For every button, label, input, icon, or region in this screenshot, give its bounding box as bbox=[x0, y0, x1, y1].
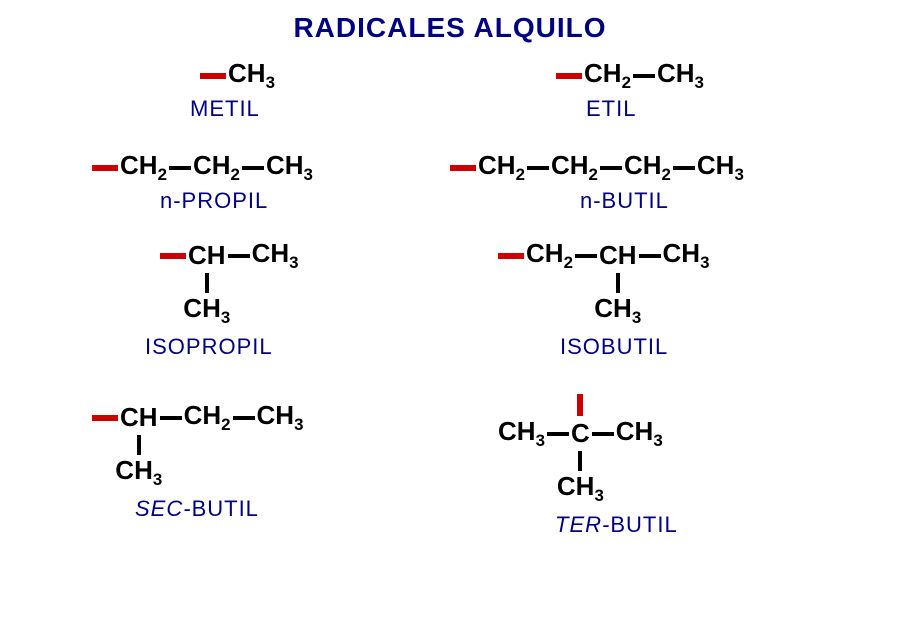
label-name: n-BUTIL bbox=[580, 188, 669, 213]
radical-label: ISOPROPIL bbox=[145, 334, 273, 360]
formula: CH2 CH2 CH2 CH3 bbox=[450, 150, 744, 185]
bond-icon bbox=[527, 166, 549, 170]
formula: CH3CCH3CH3 bbox=[498, 416, 663, 451]
label-prefix: TER- bbox=[555, 512, 610, 537]
group: CH3 bbox=[616, 416, 663, 446]
label-name: ETIL bbox=[586, 96, 636, 121]
radical-label: ISOBUTIL bbox=[560, 334, 668, 360]
group: CH bbox=[188, 240, 226, 270]
group: CH3 bbox=[697, 150, 744, 180]
group: CH2 bbox=[551, 150, 598, 180]
label-prefix: SEC- bbox=[135, 496, 192, 521]
bond-icon bbox=[547, 432, 569, 436]
bond-icon bbox=[205, 273, 209, 293]
radical-bond-icon bbox=[92, 415, 118, 421]
group: CH bbox=[599, 240, 637, 270]
group: CH2 bbox=[624, 150, 671, 180]
branch-group: CH3 bbox=[557, 471, 604, 506]
bond-icon bbox=[137, 435, 141, 455]
branch-group: CH3 bbox=[594, 293, 641, 328]
formula: CH3 bbox=[200, 58, 275, 93]
bond-icon bbox=[575, 254, 597, 258]
bond-icon bbox=[242, 166, 264, 170]
group: CH bbox=[120, 402, 158, 432]
radical-isobutil: CH2CHCH3CH3 bbox=[498, 238, 710, 273]
group: CH2 bbox=[526, 238, 573, 268]
radical-bond-icon bbox=[92, 165, 118, 171]
radical-label: ETIL bbox=[586, 96, 636, 122]
label-name: ISOBUTIL bbox=[560, 334, 668, 359]
group: CH3 bbox=[228, 58, 275, 88]
group: CH2 bbox=[193, 150, 240, 180]
radical-bond-icon bbox=[556, 73, 582, 79]
radical-bond-icon bbox=[577, 394, 583, 416]
group: CH3 bbox=[498, 416, 545, 446]
radical-label: TER-BUTIL bbox=[555, 512, 678, 538]
bond-icon bbox=[160, 416, 182, 420]
label-name: ISOPROPIL bbox=[145, 334, 273, 359]
group: C bbox=[571, 418, 590, 448]
radical-bond-icon bbox=[450, 165, 476, 171]
formula: CHCH3CH3 bbox=[160, 238, 299, 273]
group: CH3 bbox=[257, 400, 304, 430]
bond-icon bbox=[600, 166, 622, 170]
label-name: BUTIL bbox=[610, 512, 677, 537]
bond-icon bbox=[639, 254, 661, 258]
radical-bond-icon bbox=[200, 73, 226, 79]
radical-label: n-BUTIL bbox=[580, 188, 669, 214]
group: CH3 bbox=[663, 238, 710, 268]
bond-icon bbox=[616, 273, 620, 293]
bond-icon bbox=[633, 74, 655, 78]
bond-icon bbox=[169, 166, 191, 170]
bond-icon bbox=[233, 416, 255, 420]
radical-metil: CH3 bbox=[200, 58, 275, 93]
label-name: n-PROPIL bbox=[160, 188, 268, 213]
bond-icon bbox=[578, 451, 582, 471]
bond-icon bbox=[228, 254, 250, 258]
group: CH2 bbox=[184, 400, 231, 430]
formula: CH2CHCH3CH3 bbox=[498, 238, 710, 273]
radical-bond-icon bbox=[160, 253, 186, 259]
formula: CH2 CH3 bbox=[556, 58, 704, 93]
radical-terbutil: CH3CCH3CH3 bbox=[498, 416, 663, 451]
label-name: BUTIL bbox=[192, 496, 259, 521]
radical-label: METIL bbox=[190, 96, 260, 122]
formula: CH2 CH2 CH3 bbox=[92, 150, 313, 185]
bond-icon bbox=[592, 432, 614, 436]
group: CH2 bbox=[478, 150, 525, 180]
label-name: METIL bbox=[190, 96, 260, 121]
bond-icon bbox=[673, 166, 695, 170]
radical-nbutil: CH2 CH2 CH2 CH3 bbox=[450, 150, 744, 185]
group: CH2 bbox=[584, 58, 631, 88]
radical-label: SEC-BUTIL bbox=[135, 496, 259, 522]
radical-secbutil: CHCH3CH2CH3 bbox=[92, 400, 304, 435]
branch-group: CH3 bbox=[115, 455, 162, 490]
group: CH2 bbox=[120, 150, 167, 180]
group: CH3 bbox=[252, 238, 299, 268]
radical-bond-icon bbox=[498, 253, 524, 259]
radical-label: n-PROPIL bbox=[160, 188, 268, 214]
radical-npropil: CH2 CH2 CH3 bbox=[92, 150, 313, 185]
group: CH3 bbox=[657, 58, 704, 88]
branch-group: CH3 bbox=[183, 293, 230, 328]
page-title: RADICALES ALQUILO bbox=[0, 12, 900, 44]
radical-isopropil: CHCH3CH3 bbox=[160, 238, 299, 273]
group: CH3 bbox=[266, 150, 313, 180]
formula: CHCH3CH2CH3 bbox=[92, 400, 304, 435]
radical-etil: CH2 CH3 bbox=[556, 58, 704, 93]
